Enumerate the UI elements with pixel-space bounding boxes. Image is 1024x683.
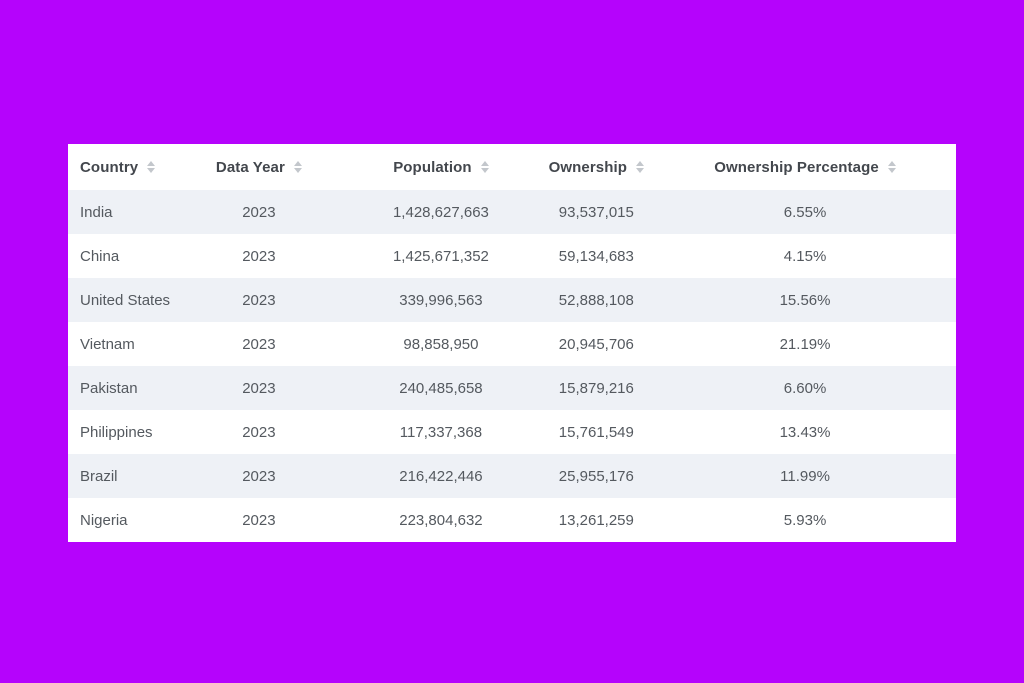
sort-asc-desc-icon[interactable] xyxy=(887,161,896,174)
cell-ownership: 15,761,549 xyxy=(558,423,634,441)
cell-ownership: 59,134,683 xyxy=(558,247,634,265)
cell-data-year: 2023 xyxy=(242,467,276,485)
table-row: India 2023 1,428,627,663 93,537,015 6.55% xyxy=(68,190,956,234)
column-header-inner: Population xyxy=(393,159,489,176)
sort-asc-desc-icon[interactable] xyxy=(636,161,645,174)
sort-asc-desc-icon[interactable] xyxy=(480,161,489,174)
column-header-inner: Ownership xyxy=(548,158,645,176)
table-row: Nigeria 2023 223,804,632 13,261,259 5.93% xyxy=(68,498,956,542)
sort-descending-triangle-icon xyxy=(147,168,156,174)
cell-population: 1,428,627,663 xyxy=(392,203,489,221)
cell-country: Pakistan xyxy=(80,379,138,397)
cell-population: 339,996,563 xyxy=(399,291,483,309)
column-header-inner: Country xyxy=(80,158,156,176)
table-row: Vietnam 2023 98,858,950 20,945,706 21.19% xyxy=(68,322,956,366)
column-header-inner: Data Year xyxy=(216,159,302,176)
table-row: Pakistan 2023 240,485,658 15,879,216 6.60% xyxy=(68,366,956,410)
cell-ownership: 25,955,176 xyxy=(558,467,634,485)
cell-ownership: 15,879,216 xyxy=(558,379,634,397)
sort-asc-desc-icon[interactable] xyxy=(147,161,156,174)
cell-ownership: 93,537,015 xyxy=(558,203,634,221)
cell-ownership-percentage: 5.93% xyxy=(783,511,827,529)
cell-population: 216,422,446 xyxy=(399,467,483,485)
table-header-row: Country Data Year Population Ownership Owner… xyxy=(68,144,956,190)
column-header-data-year[interactable]: Data Year xyxy=(174,144,344,190)
cell-country: Vietnam xyxy=(80,335,135,353)
countries-table: Country Data Year Population Ownership Owner… xyxy=(68,144,956,542)
cell-data-year: 2023 xyxy=(242,423,276,441)
sort-ascending-triangle-icon xyxy=(636,161,645,167)
cell-country: Philippines xyxy=(80,423,153,441)
cell-ownership-percentage: 11.99% xyxy=(780,467,830,485)
cell-population: 117,337,368 xyxy=(399,423,483,441)
sort-descending-triangle-icon xyxy=(887,168,896,174)
cell-ownership: 13,261,259 xyxy=(558,511,634,529)
sort-ascending-triangle-icon xyxy=(887,161,896,167)
table-row: Philippines 2023 117,337,368 15,761,549 13.4… xyxy=(68,410,956,454)
column-header-ownership[interactable]: Ownership xyxy=(538,144,655,190)
table-body: India 2023 1,428,627,663 93,537,015 6.55% Chi… xyxy=(68,190,956,542)
column-header-label: Ownership xyxy=(548,158,628,176)
cell-data-year: 2023 xyxy=(242,335,276,353)
column-header-inner: Ownership Percentage xyxy=(714,159,896,176)
cell-country: Nigeria xyxy=(80,511,128,529)
column-header-label: Data Year xyxy=(215,158,285,176)
column-header-label: Country xyxy=(80,158,139,176)
cell-data-year: 2023 xyxy=(242,203,276,221)
cell-data-year: 2023 xyxy=(242,511,276,529)
cell-ownership-percentage: 15.56% xyxy=(779,291,831,309)
column-header-population[interactable]: Population xyxy=(343,144,539,190)
cell-ownership-percentage: 6.60% xyxy=(783,379,827,397)
cell-ownership-percentage: 4.15% xyxy=(783,247,827,265)
sort-ascending-triangle-icon xyxy=(147,161,156,167)
table-row: United States 2023 339,996,563 52,888,108 15… xyxy=(68,278,956,322)
sort-ascending-triangle-icon xyxy=(480,161,489,167)
cell-data-year: 2023 xyxy=(242,247,276,265)
cell-ownership-percentage: 6.55% xyxy=(783,203,827,221)
cell-country: China xyxy=(80,247,120,265)
cell-data-year: 2023 xyxy=(242,379,276,397)
sort-asc-desc-icon[interactable] xyxy=(293,161,302,174)
sort-ascending-triangle-icon xyxy=(293,161,302,167)
sort-descending-triangle-icon xyxy=(636,168,645,174)
cell-population: 223,804,632 xyxy=(399,511,483,529)
sort-descending-triangle-icon xyxy=(293,168,302,174)
cell-country: India xyxy=(80,203,113,221)
cell-country: Brazil xyxy=(80,467,118,485)
sort-descending-triangle-icon xyxy=(480,168,489,174)
column-header-country[interactable]: Country xyxy=(68,144,175,190)
table-row: China 2023 1,425,671,352 59,134,683 4.15% xyxy=(68,234,956,278)
cell-population: 1,425,671,352 xyxy=(392,247,489,265)
column-header-ownership-percentage[interactable]: Ownership Percentage xyxy=(654,144,956,190)
column-header-label: Population xyxy=(393,158,472,176)
table-header: Country Data Year Population Ownership Owner… xyxy=(68,144,956,190)
data-table-card: Country Data Year Population Ownership Owner… xyxy=(68,144,956,542)
cell-ownership: 52,888,108 xyxy=(558,291,634,309)
cell-population: 240,485,658 xyxy=(399,379,483,397)
cell-data-year: 2023 xyxy=(242,291,276,309)
cell-ownership-percentage: 21.19% xyxy=(779,335,831,353)
column-header-label: Ownership Percentage xyxy=(714,158,879,176)
cell-ownership: 20,945,706 xyxy=(558,335,634,353)
cell-population: 98,858,950 xyxy=(403,335,479,353)
table-row: Brazil 2023 216,422,446 25,955,176 11.99% xyxy=(68,454,956,498)
cell-country: United States xyxy=(80,291,171,309)
cell-ownership-percentage: 13.43% xyxy=(779,423,831,441)
